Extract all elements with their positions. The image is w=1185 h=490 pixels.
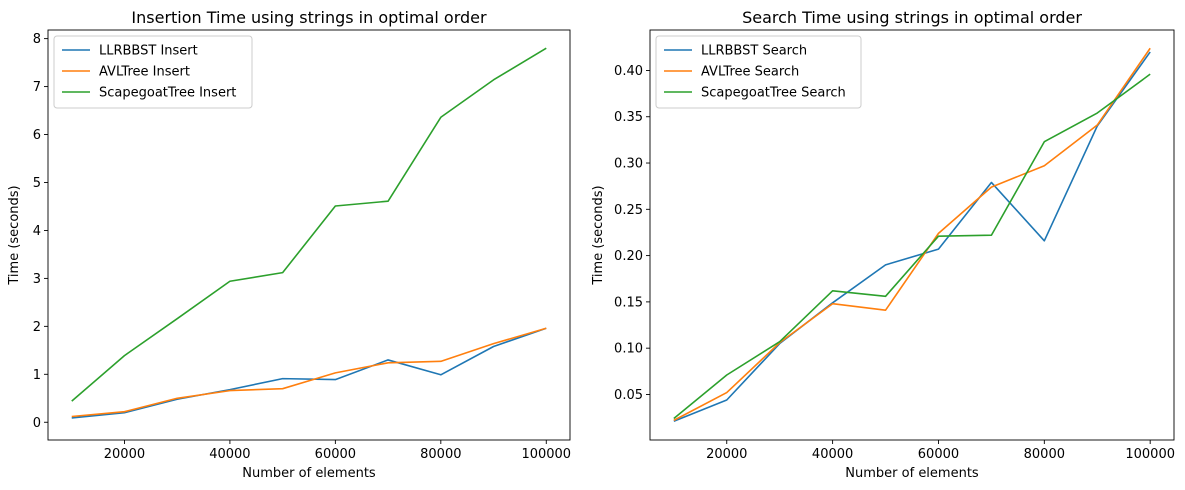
insert-x-tick-label: 100000 [521,447,571,462]
insert-x-tick-label: 20000 [104,447,145,462]
search-x-tick-label: 80000 [1024,447,1065,462]
search-legend-box [655,35,862,109]
search-y-tick-label: 0.25 [614,203,643,218]
search-x-axis-label: Number of elements [845,466,979,481]
search-series-line-2 [673,73,1151,420]
insert-y-tick-label: 2 [33,320,41,335]
insert-y-axis-label: Time (seconds) [7,185,22,285]
insert-x-axis-label: Number of elements [242,466,376,481]
insert-legend: LLRBBST Insert AVLTree Insert ScapegoatTre… [53,35,253,109]
insert-series-line-2 [71,47,547,402]
insert-y-tick-label: 0 [33,416,41,431]
search-x-tick-label: 60000 [918,447,959,462]
insert-y-tick-label: 1 [33,368,41,383]
insert-y-tick-label: 3 [33,272,41,287]
search-series-line-0 [673,51,1151,423]
search-chart-title: Search Time using strings in optimal ord… [742,8,1082,27]
insert-chart-title: Insertion Time using strings in optimal … [131,8,487,27]
search-y-axis-label: Time (seconds) [591,185,606,285]
search-y-tick-label: 0.30 [614,157,643,172]
insert-axes-frame [47,29,571,441]
insert-series-line-0 [71,327,547,419]
insert-x-tick-label: 40000 [209,447,250,462]
search-chart: Search Time using strings in optimal ord… [591,8,1175,481]
insert-x-tick-label: 60000 [315,447,356,462]
insert-y-tick-label: 6 [33,128,41,143]
insert-series-line-1 [71,327,547,418]
insert-chart: Insertion Time using strings in optimal … [7,8,571,481]
insert-y-tick-label: 4 [33,224,41,239]
search-legend-label-0: LLRBBST Search [701,44,807,59]
search-y-tick-label: 0.35 [614,110,643,125]
search-y-tick-label: 0.05 [614,388,643,403]
search-x-tick-label: 20000 [706,447,747,462]
search-y-tick-label: 0.20 [614,249,643,264]
insert-y-tick-label: 7 [33,80,41,95]
insert-x-tick-label: 80000 [420,447,461,462]
search-axes-frame [649,29,1175,441]
search-legend-label-1: AVLTree Search [701,65,799,80]
search-y-tick-label: 0.40 [614,64,643,79]
insert-legend-label-0: LLRBBST Insert [99,44,198,59]
search-series-line-1 [673,47,1151,422]
insert-legend-label-2: ScapegoatTree Insert [99,86,236,101]
search-legend-label-2: ScapegoatTree Search [701,86,846,101]
search-y-tick-label: 0.10 [614,342,643,357]
insert-y-tick-label: 8 [33,32,41,47]
insert-legend-box [53,35,253,109]
insert-legend-label-1: AVLTree Insert [99,65,190,80]
search-x-tick-label: 100000 [1125,447,1175,462]
search-legend: LLRBBST Search AVLTree Search ScapegoatTre… [655,35,862,109]
insert-y-tick-label: 5 [33,176,41,191]
search-x-tick-label: 40000 [812,447,853,462]
search-y-tick-label: 0.15 [614,295,643,310]
